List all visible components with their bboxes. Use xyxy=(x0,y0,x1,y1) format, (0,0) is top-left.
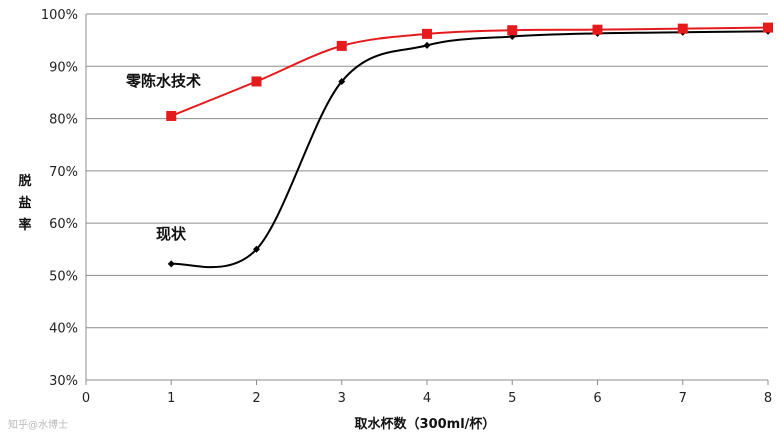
data-point-zero-stale-water xyxy=(592,24,603,35)
x-tick-label: 2 xyxy=(252,391,260,406)
x-tick-label: 7 xyxy=(679,391,687,406)
data-point-zero-stale-water xyxy=(166,110,177,121)
data-point-current xyxy=(253,245,260,253)
gridlines xyxy=(86,13,768,381)
y-tick-label: 30% xyxy=(49,374,78,389)
y-tick-label: 80% xyxy=(49,113,78,128)
data-point-current xyxy=(338,77,346,85)
data-point-zero-stale-water xyxy=(507,25,518,36)
series-layer xyxy=(166,22,773,269)
x-tick-label: 6 xyxy=(593,391,601,406)
y-tick-label: 70% xyxy=(49,165,78,180)
axes xyxy=(85,14,769,385)
series-label-current: 现状 xyxy=(156,225,187,243)
x-axis-title: 取水杯数（300ml/杯） xyxy=(355,416,496,432)
data-point-zero-stale-water xyxy=(251,76,262,87)
series-current xyxy=(167,27,772,269)
y-tick-label: 40% xyxy=(49,322,78,337)
data-point-zero-stale-water xyxy=(677,23,688,34)
x-tick-label: 0 xyxy=(82,391,90,406)
x-tick-label: 5 xyxy=(508,391,516,406)
x-tick-label: 1 xyxy=(167,391,175,406)
x-tick-label: 3 xyxy=(338,391,346,406)
x-tick-label: 8 xyxy=(764,391,772,406)
x-tick-labels: 0 1 2 3 4 5 6 7 8 xyxy=(82,391,772,406)
data-point-zero-stale-water xyxy=(422,28,432,39)
series-zero-stale-water xyxy=(166,22,773,121)
data-point-zero-stale-water xyxy=(763,22,773,33)
y-tick-label: 60% xyxy=(49,217,78,232)
y-tick-label: 100% xyxy=(41,8,78,23)
data-point-current xyxy=(167,260,175,268)
x-tick-label: 4 xyxy=(423,391,431,406)
series-line-current xyxy=(171,30,769,269)
series-line-zero-stale-water xyxy=(170,26,769,117)
data-point-current xyxy=(423,41,431,49)
y-tick-label: 50% xyxy=(49,269,78,284)
data-point-zero-stale-water xyxy=(336,40,347,51)
y-axis-title: 脱盐率 xyxy=(18,173,31,233)
watermark: 知乎@水博士 xyxy=(8,418,68,431)
series-label-zero-stale-water: 零陈水技术 xyxy=(125,72,201,90)
y-tick-labels: 30% 40% 50% 60% 70% 80% 90% 100% xyxy=(41,8,78,389)
y-tick-label: 90% xyxy=(49,60,78,75)
